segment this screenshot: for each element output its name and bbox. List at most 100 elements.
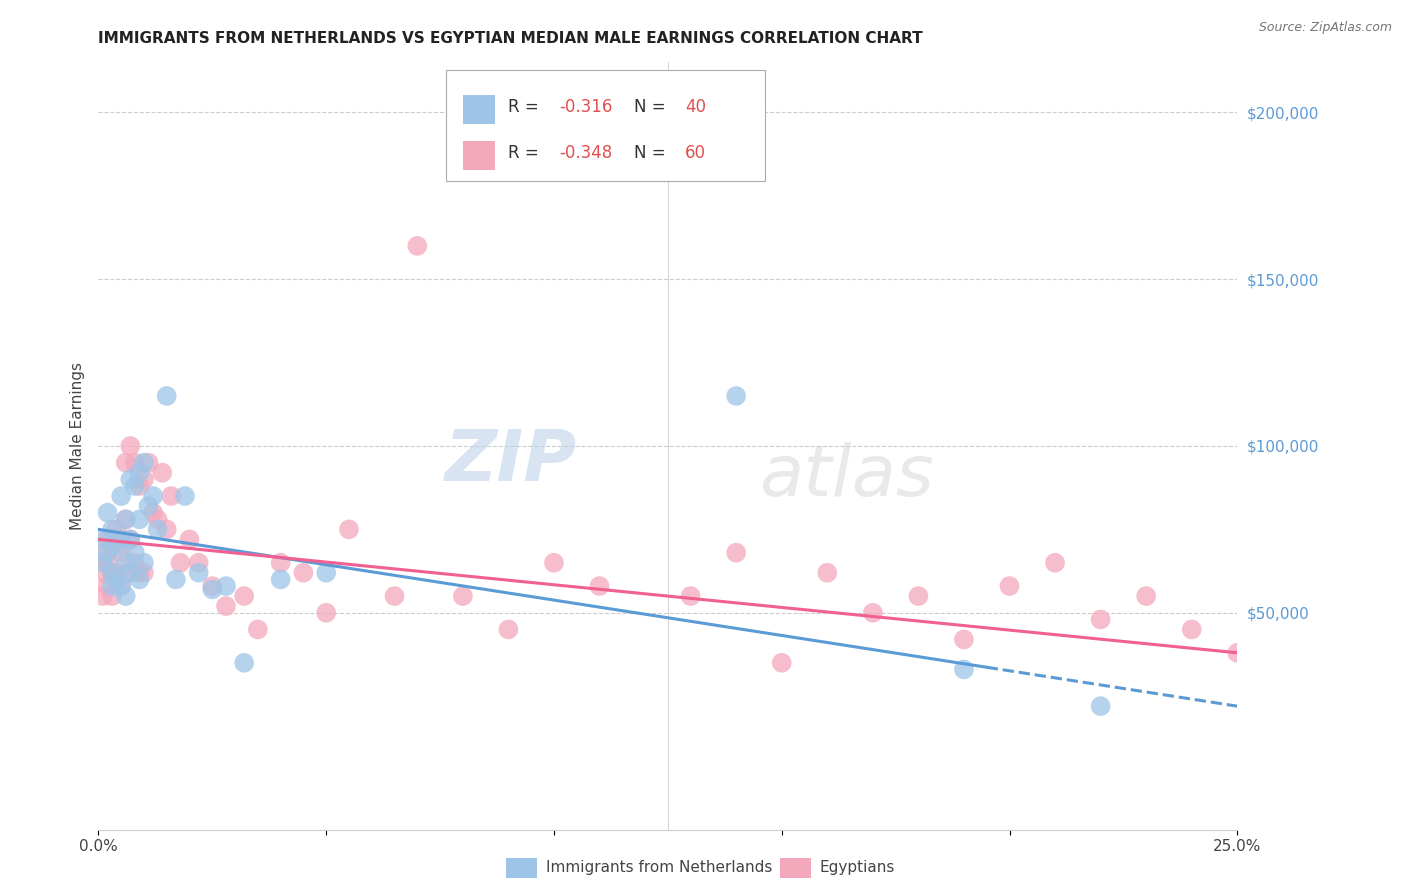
Text: R =: R =	[509, 144, 544, 162]
Point	[233, 656, 256, 670]
Point	[91, 566, 114, 580]
Point	[120, 533, 142, 547]
Point	[114, 512, 136, 526]
Point	[124, 556, 146, 570]
Point	[498, 623, 520, 637]
Point	[91, 533, 114, 547]
Text: -0.348: -0.348	[560, 144, 613, 162]
Point	[138, 499, 160, 513]
Point	[120, 439, 142, 453]
Point	[96, 556, 118, 570]
Text: atlas: atlas	[759, 442, 934, 511]
Text: N =: N =	[634, 98, 671, 116]
Point	[215, 599, 238, 613]
Point	[101, 522, 124, 536]
Point	[156, 389, 179, 403]
Point	[120, 472, 142, 486]
Point	[315, 566, 337, 580]
Text: R =: R =	[509, 98, 544, 116]
Point	[124, 456, 146, 470]
Point	[110, 579, 132, 593]
Text: 60: 60	[685, 144, 706, 162]
Point	[114, 456, 136, 470]
Point	[120, 566, 142, 580]
Text: ZIP: ZIP	[444, 427, 576, 496]
Point	[862, 606, 884, 620]
Point	[384, 589, 406, 603]
Point	[128, 479, 150, 493]
Point	[128, 512, 150, 526]
Point	[110, 579, 132, 593]
Point	[998, 579, 1021, 593]
Point	[101, 566, 124, 580]
Point	[315, 606, 337, 620]
Point	[101, 579, 124, 593]
Point	[110, 533, 132, 547]
Point	[96, 546, 118, 560]
Point	[101, 589, 124, 603]
Point	[142, 489, 165, 503]
Point	[114, 589, 136, 603]
Point	[114, 566, 136, 580]
Text: IMMIGRANTS FROM NETHERLANDS VS EGYPTIAN MEDIAN MALE EARNINGS CORRELATION CHART: IMMIGRANTS FROM NETHERLANDS VS EGYPTIAN …	[98, 31, 924, 46]
Point	[138, 456, 160, 470]
Point	[815, 566, 838, 580]
Point	[679, 589, 702, 603]
Point	[201, 579, 224, 593]
Point	[146, 522, 169, 536]
Point	[110, 546, 132, 560]
Point	[907, 589, 929, 603]
Point	[128, 566, 150, 580]
Point	[1226, 646, 1249, 660]
Point	[105, 539, 128, 553]
Point	[124, 546, 146, 560]
Text: Immigrants from Netherlands: Immigrants from Netherlands	[546, 860, 772, 874]
Point	[105, 573, 128, 587]
Point	[146, 512, 169, 526]
Text: N =: N =	[634, 144, 671, 162]
Point	[132, 556, 155, 570]
Point	[179, 533, 201, 547]
Bar	[463, 141, 495, 169]
Point	[1090, 699, 1112, 714]
Point	[101, 566, 124, 580]
Text: Source: ZipAtlas.com: Source: ZipAtlas.com	[1258, 21, 1392, 34]
Point	[110, 489, 132, 503]
Text: -0.316: -0.316	[560, 98, 613, 116]
Point	[1135, 589, 1157, 603]
Point	[953, 663, 976, 677]
Point	[114, 556, 136, 570]
Point	[770, 656, 793, 670]
Point	[142, 506, 165, 520]
Point	[105, 522, 128, 536]
Point	[201, 582, 224, 597]
Point	[725, 389, 748, 403]
Point	[96, 579, 118, 593]
Point	[96, 506, 118, 520]
Point	[101, 539, 124, 553]
Text: 40: 40	[685, 98, 706, 116]
FancyBboxPatch shape	[446, 70, 765, 181]
Point	[160, 489, 183, 503]
Point	[91, 546, 114, 560]
Point	[120, 533, 142, 547]
Point	[451, 589, 474, 603]
Point	[270, 556, 292, 570]
Point	[165, 573, 187, 587]
Point	[132, 566, 155, 580]
Text: Egyptians: Egyptians	[820, 860, 896, 874]
Point	[169, 556, 191, 570]
Point	[105, 566, 128, 580]
Point	[96, 533, 118, 547]
Point	[187, 566, 209, 580]
Point	[156, 522, 179, 536]
Point	[124, 479, 146, 493]
Point	[725, 546, 748, 560]
Point	[114, 512, 136, 526]
Point	[543, 556, 565, 570]
Point	[953, 632, 976, 647]
Point	[233, 589, 256, 603]
Point	[588, 579, 610, 593]
Point	[1181, 623, 1204, 637]
Point	[1043, 556, 1066, 570]
